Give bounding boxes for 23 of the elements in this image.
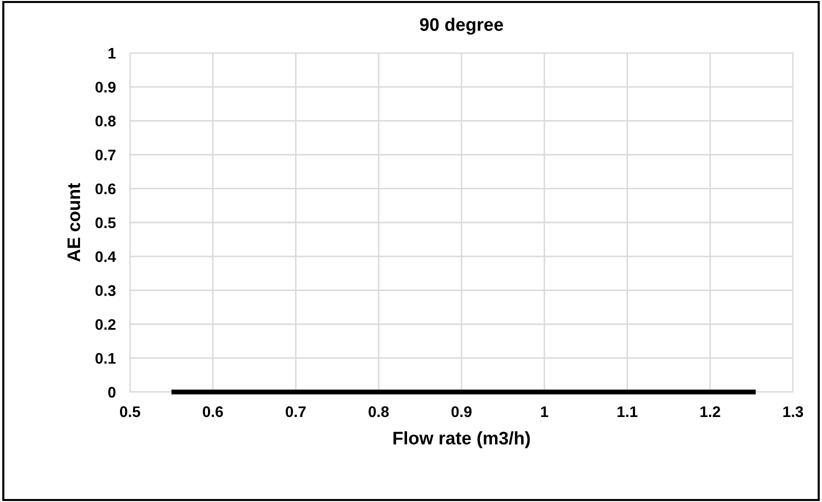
y-tick-label: 0.7: [95, 150, 116, 160]
y-tick-label: 0.4: [95, 251, 116, 262]
x-tick-label: 1.1: [618, 406, 638, 417]
x-tick-label: 1.3: [783, 406, 804, 418]
x-tick-label: 0.6: [202, 406, 223, 418]
y-tick-label: 0.2: [95, 319, 116, 330]
y-tick-label: 0.6: [95, 183, 116, 194]
y-tick-label: 1: [108, 48, 116, 59]
y-tick-label: 0: [108, 386, 116, 398]
x-tick-label: 0.8: [368, 406, 389, 418]
y-tick-label: 0.8: [95, 116, 116, 126]
x-tick-label: 1: [541, 406, 548, 417]
x-axis-title: Flow rate (m3/h): [393, 431, 530, 448]
x-tick-label: 0.7: [286, 406, 306, 418]
chart-title: 90 degree: [420, 18, 504, 35]
y-tick-label: 0.5: [95, 217, 116, 228]
y-tick-label: 0.1: [95, 352, 116, 364]
x-tick-label: 0.5: [120, 406, 140, 418]
y-tick-label: 0.9: [95, 82, 116, 93]
y-tick-label: 0.3: [95, 285, 116, 296]
y-axis-title: AE count: [68, 183, 80, 262]
x-tick-label: 0.9: [451, 406, 472, 418]
x-tick-label: 1.2: [700, 406, 720, 417]
